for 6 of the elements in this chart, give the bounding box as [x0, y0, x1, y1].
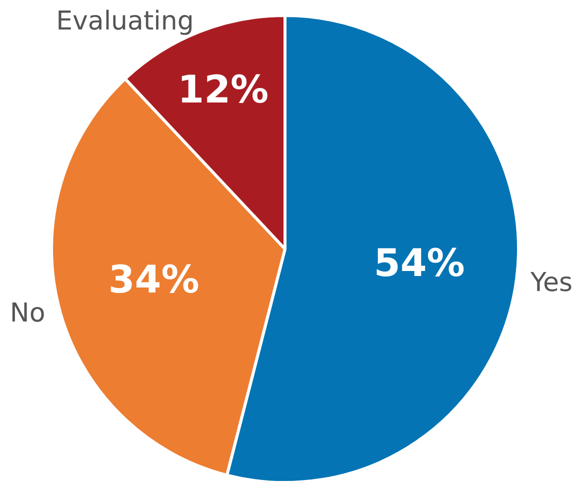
data-label: 12%	[178, 68, 269, 112]
data-label: 34%	[108, 258, 200, 302]
slice-label: No	[10, 298, 46, 328]
data-label: 54%	[374, 240, 465, 285]
slice-label: Yes	[530, 268, 573, 298]
slice-label: Evaluating	[56, 6, 194, 37]
